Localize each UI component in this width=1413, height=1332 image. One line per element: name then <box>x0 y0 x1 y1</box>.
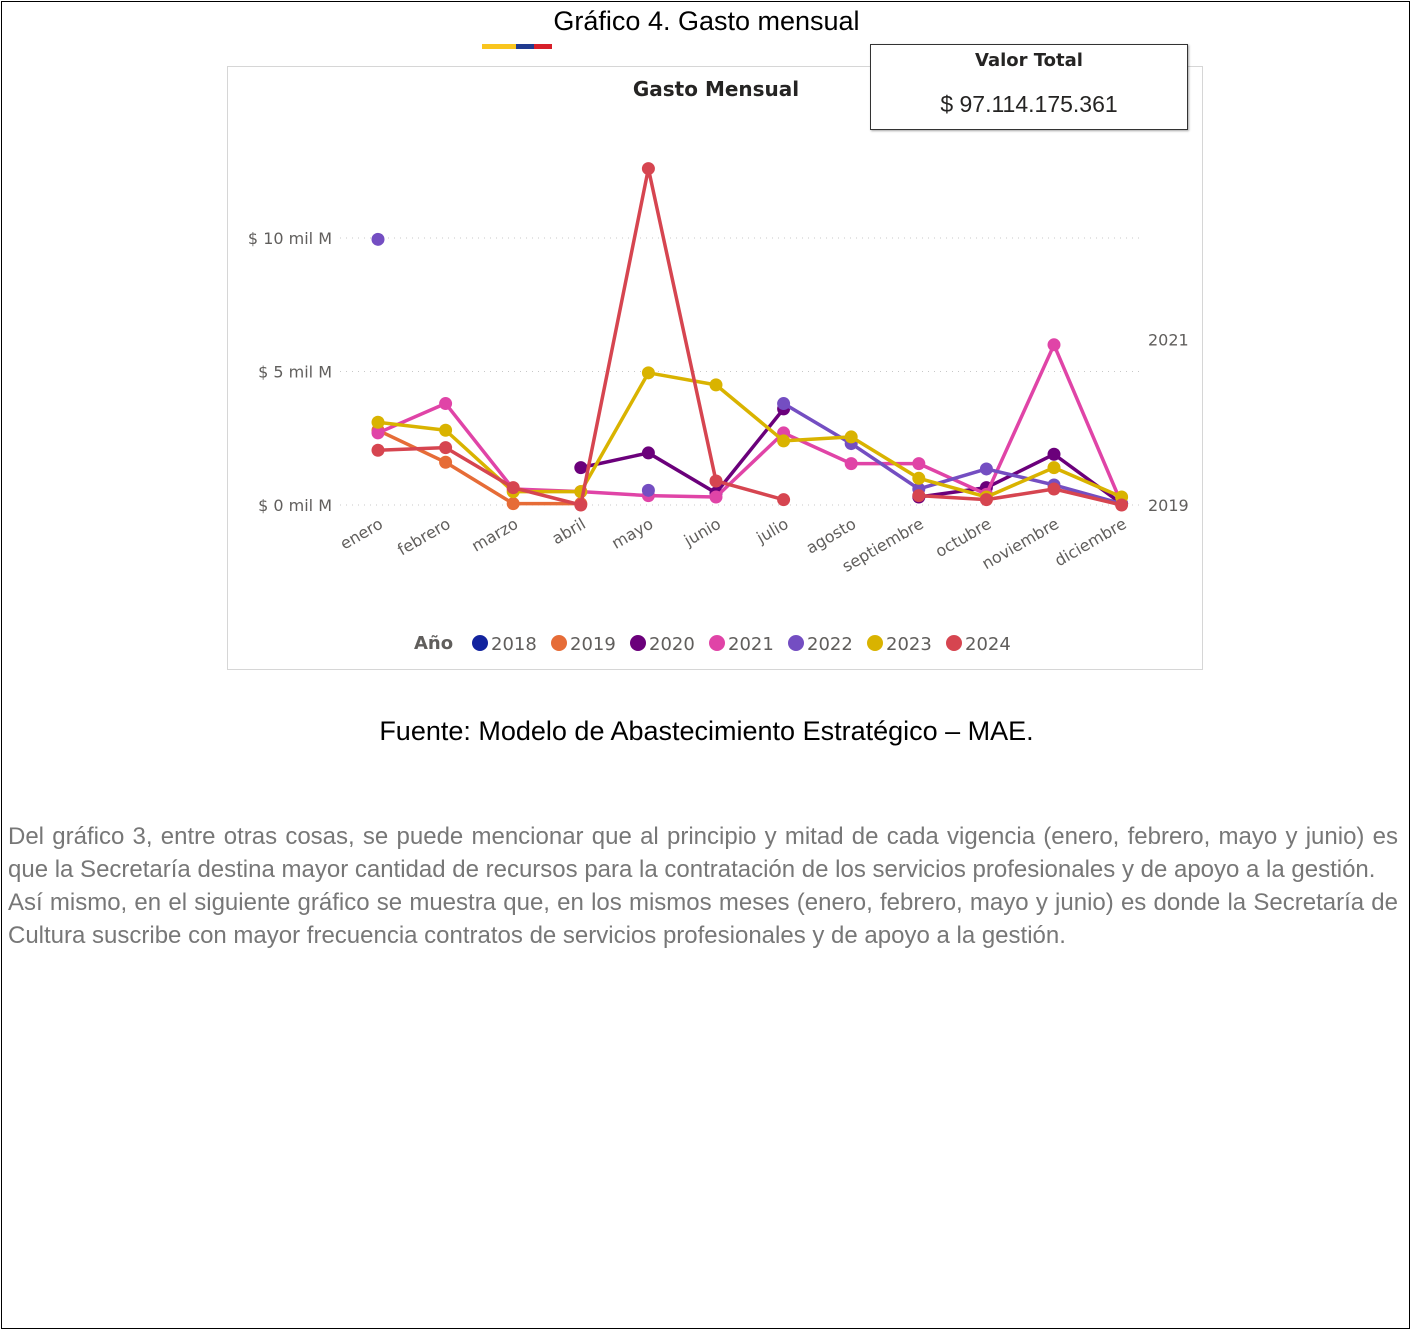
data-point-2019 <box>506 497 520 511</box>
chart-card: Gasto Mensual $ 0 mil M $ 5 mil M $ 10 mil … <box>227 66 1203 670</box>
paragraph-2: Así mismo, en el siguiente gráfico se mu… <box>8 889 1398 949</box>
data-point-2023 <box>844 430 858 444</box>
x-tick-label: marzo <box>468 514 521 556</box>
y-tick-label: $ 10 mil M <box>248 229 332 248</box>
x-tick-label: julio <box>752 514 791 548</box>
data-point-2020 <box>641 446 655 460</box>
data-point-2023 <box>1047 461 1061 475</box>
legend-label-2018: 2018 <box>491 634 537 655</box>
end-label-2021: 2021 <box>1148 330 1189 349</box>
series-line-2023 <box>376 371 1124 499</box>
x-tick-label: junio <box>680 514 724 550</box>
data-point-2024 <box>1047 482 1061 496</box>
legend-label-2023: 2023 <box>886 634 932 655</box>
legend-label-2019: 2019 <box>570 634 616 655</box>
flag-stripe <box>482 44 552 49</box>
data-point-2024 <box>574 498 588 512</box>
body-text: Del gráfico 3, entre otras cosas, se pue… <box>8 820 1398 952</box>
data-point-2024 <box>1115 498 1129 512</box>
x-tick-label: febrero <box>394 514 453 559</box>
legend-marker-2020 <box>630 635 646 651</box>
series-line-2021 <box>376 343 1124 506</box>
y-tick-label: $ 0 mil M <box>258 496 332 515</box>
series-line-2024 <box>917 487 1124 507</box>
data-point-2021 <box>371 426 385 440</box>
paragraph-1: Del gráfico 3, entre otras cosas, se pue… <box>8 823 1398 883</box>
data-point-2021 <box>1047 338 1061 352</box>
line-chart: Gasto Mensual $ 0 mil M $ 5 mil M $ 10 mil … <box>248 77 1189 655</box>
data-point-2023 <box>709 378 723 392</box>
x-tick-label: mayo <box>608 514 656 553</box>
figure-caption: Gráfico 4. Gasto mensual <box>553 6 860 36</box>
data-point-2024 <box>979 493 993 507</box>
series-line-2020 <box>917 452 1124 506</box>
end-label-2019: 2019 <box>1148 496 1189 515</box>
data-point-2023 <box>439 423 453 437</box>
data-point-2024 <box>912 489 926 503</box>
x-tick-label: agosto <box>803 514 859 558</box>
legend-label-2021: 2021 <box>728 634 774 655</box>
data-point-2023 <box>641 366 655 380</box>
legend-marker-2024 <box>946 635 962 651</box>
legend-marker-2018 <box>472 635 488 651</box>
data-point-2021 <box>439 397 453 411</box>
x-tick-label: enero <box>337 514 386 553</box>
data-point-2022 <box>641 483 655 497</box>
series-line-2024 <box>376 166 786 507</box>
data-point-2022 <box>371 232 385 246</box>
series-line-2020 <box>579 407 786 495</box>
flag-stripe-blue <box>516 44 534 49</box>
x-tick-label: diciembre <box>1051 514 1129 570</box>
legend-marker-2023 <box>867 635 883 651</box>
data-point-2023 <box>777 434 791 448</box>
data-point-2020 <box>1047 447 1061 461</box>
data-point-2022 <box>979 462 993 476</box>
kpi-value: $ 97.114.175.361 <box>940 91 1118 117</box>
kpi-card: Valor Total $ 97.114.175.361 <box>870 44 1188 130</box>
x-tick-label: abril <box>549 514 589 548</box>
data-point-2021 <box>709 490 723 504</box>
data-point-2020 <box>574 461 588 475</box>
data-point-2019 <box>439 455 453 469</box>
data-point-2021 <box>844 457 858 471</box>
data-point-2023 <box>912 471 926 485</box>
legend-marker-2021 <box>709 635 725 651</box>
x-tick-label: noviembre <box>978 514 1062 573</box>
legend-label-2020: 2020 <box>649 634 695 655</box>
legend-marker-2022 <box>788 635 804 651</box>
kpi-title: Valor Total <box>975 50 1083 71</box>
data-point-2024 <box>371 443 385 457</box>
flag-stripe-red <box>534 44 552 49</box>
data-point-2022 <box>777 397 791 411</box>
data-point-2024 <box>439 441 453 455</box>
data-point-2024 <box>777 493 791 507</box>
source-caption: Fuente: Modelo de Abastecimiento Estraté… <box>379 716 1034 746</box>
data-point-2021 <box>912 457 926 471</box>
legend-label-2024: 2024 <box>965 634 1011 655</box>
data-point-2024 <box>709 474 723 488</box>
legend-label-2022: 2022 <box>807 634 853 655</box>
series-line-2019 <box>376 428 583 506</box>
data-point-2023 <box>371 415 385 429</box>
flag-stripe-yellow <box>482 44 516 49</box>
legend-marker-2019 <box>551 635 567 651</box>
chart-title: Gasto Mensual <box>633 77 799 101</box>
data-point-2024 <box>641 162 655 176</box>
data-point-2024 <box>506 481 520 495</box>
y-tick-label: $ 5 mil M <box>258 363 332 382</box>
legend-title: Año <box>414 633 453 654</box>
